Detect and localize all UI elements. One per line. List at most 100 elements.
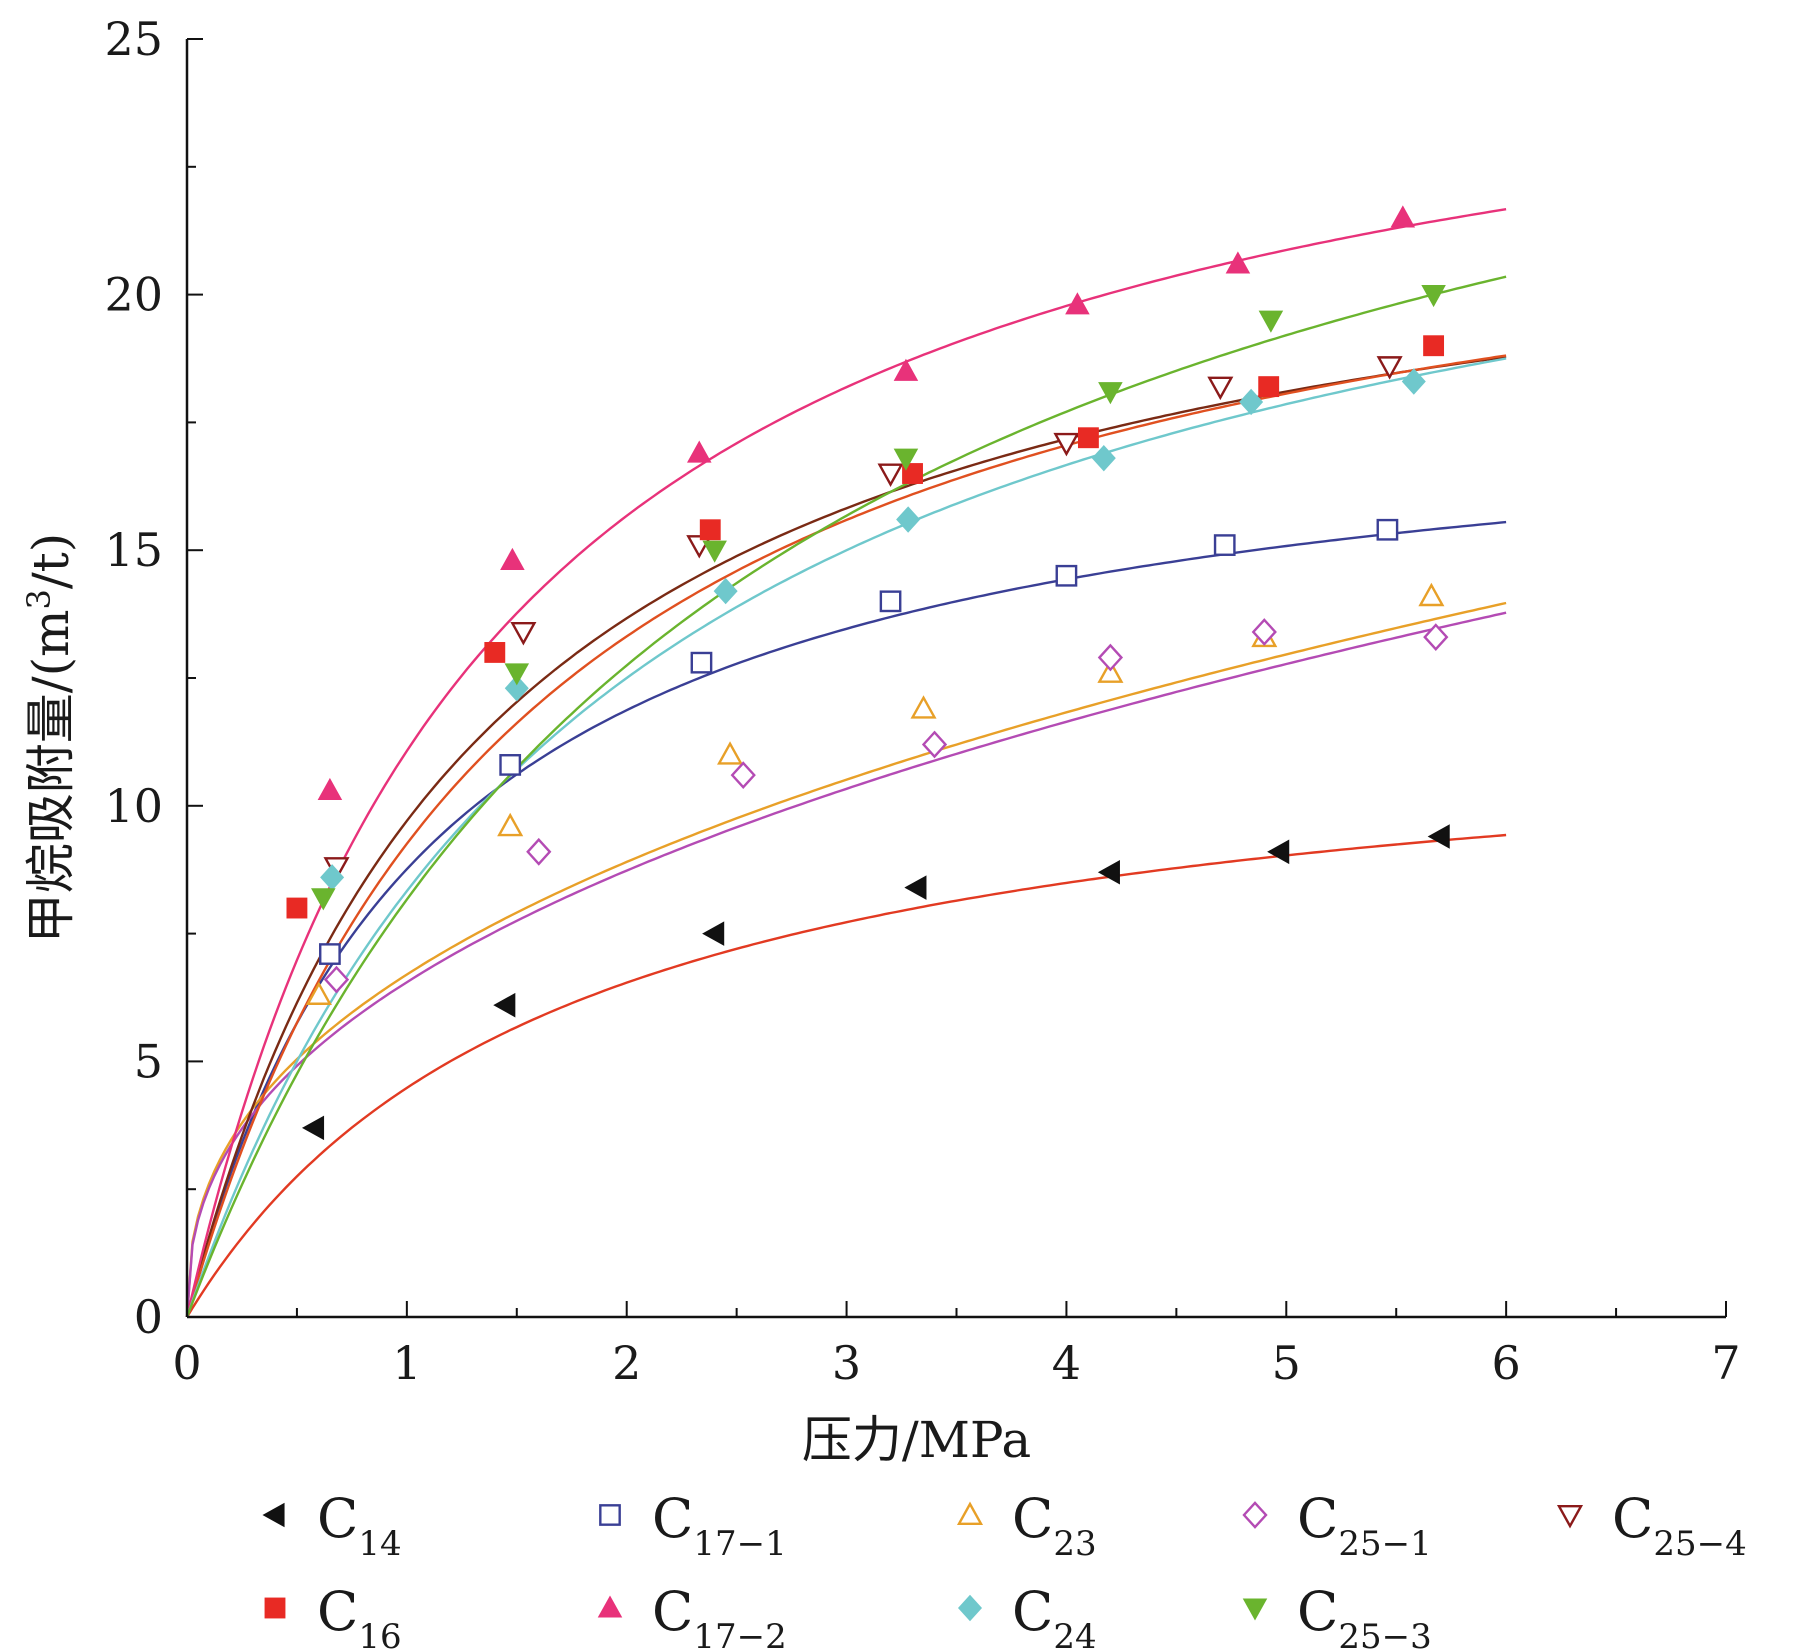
point-C-25−3-1 xyxy=(504,663,530,686)
legend-label-C-24: C24 xyxy=(1012,1580,1097,1650)
legend-label-main: C xyxy=(652,1487,693,1550)
legend-label-sub: 23 xyxy=(1053,1524,1096,1564)
point-C-24-6 xyxy=(1401,368,1426,395)
legend-label-C-14: C14 xyxy=(317,1487,402,1564)
point-C-16-4 xyxy=(1077,427,1099,449)
point-C-25−3-6 xyxy=(1421,285,1446,308)
point-C-25−4-4 xyxy=(1053,432,1080,457)
point-C-25−3-5 xyxy=(1258,310,1284,333)
point-C-16-2 xyxy=(699,519,721,541)
y-tick-label: 10 xyxy=(104,779,163,833)
legend-label-sub: 16 xyxy=(358,1617,401,1650)
point-C-14-5 xyxy=(1267,839,1290,865)
point-C-25−1-4 xyxy=(1097,643,1124,672)
point-C-24-2 xyxy=(713,577,738,605)
legend-label-main: C xyxy=(652,1580,693,1643)
point-C-14-1 xyxy=(493,992,516,1018)
point-C-17−2-0 xyxy=(317,777,343,801)
point-C-24-1 xyxy=(504,675,529,702)
y-axis-title-main: 甲烷吸附量/(m xyxy=(22,610,80,944)
point-C-17−1-3 xyxy=(879,590,902,613)
x-axis-title: 压力/MPa xyxy=(802,1411,1031,1469)
x-tick-label: 4 xyxy=(1052,1336,1081,1390)
legend-marker-C-25−3 xyxy=(1242,1598,1268,1621)
fit-curve-C-16 xyxy=(185,354,1507,1318)
legend-label-main: C xyxy=(1012,1580,1053,1643)
legend-label-C-25−3: C25−3 xyxy=(1297,1580,1432,1650)
fit-curve-C-17−1 xyxy=(185,520,1507,1318)
point-C-17−2-2 xyxy=(686,440,712,463)
point-C-24-4 xyxy=(1091,444,1116,472)
point-C-17−2-4 xyxy=(1065,292,1090,315)
point-C-16-1 xyxy=(484,642,506,663)
legend-label-main: C xyxy=(1012,1487,1053,1550)
legend-label-C-25−4: C25−4 xyxy=(1612,1487,1747,1564)
x-tick-label: 2 xyxy=(612,1336,641,1390)
point-C-17−2-5 xyxy=(1225,251,1251,274)
legend-label-sub: 24 xyxy=(1053,1617,1096,1650)
point-C-25−4-5 xyxy=(1207,376,1234,401)
fit-curve-C-24 xyxy=(185,357,1507,1318)
point-C-25−3-3 xyxy=(893,448,919,471)
y-axis-title-sup: 3 xyxy=(20,589,58,609)
point-C-25−4-3 xyxy=(877,463,904,487)
legend-label-sub: 17−2 xyxy=(693,1617,786,1650)
fit-curve-C-23 xyxy=(185,601,1507,1318)
legend-label-C-25−1: C25−1 xyxy=(1297,1487,1432,1564)
point-C-23-3 xyxy=(910,695,937,719)
x-tick-label: 0 xyxy=(172,1336,201,1390)
legend-label-sub: 17−1 xyxy=(693,1524,786,1564)
legend-marker-C-17−1 xyxy=(599,1504,621,1526)
y-tick-label: 0 xyxy=(134,1290,163,1344)
point-C-17−1-5 xyxy=(1213,534,1236,556)
point-C-23-4 xyxy=(1097,659,1124,683)
point-C-25−1-6 xyxy=(1423,623,1449,651)
point-C-25−1-1 xyxy=(526,837,552,866)
legend-label-C-16: C16 xyxy=(317,1580,402,1650)
point-C-16-6 xyxy=(1423,335,1445,357)
legend-label-main: C xyxy=(1297,1580,1338,1643)
legend-marker-C-24 xyxy=(957,1594,983,1622)
point-C-14-2 xyxy=(702,921,725,946)
legend-label-main: C xyxy=(1612,1487,1653,1550)
legend-marker-C-14 xyxy=(262,1502,285,1528)
point-C-14-3 xyxy=(904,875,927,900)
y-tick-label: 5 xyxy=(134,1034,163,1088)
point-C-23-1 xyxy=(497,812,524,837)
point-C-25−4-1 xyxy=(510,621,537,646)
point-C-25−1-0 xyxy=(323,965,350,994)
point-C-24-3 xyxy=(896,506,921,533)
legend-label-main: C xyxy=(317,1487,358,1550)
point-C-14-6 xyxy=(1427,824,1450,849)
data-points xyxy=(286,205,1450,1141)
point-C-17−1-0 xyxy=(319,943,341,965)
point-C-23-2 xyxy=(717,741,744,765)
point-C-17−2-6 xyxy=(1390,205,1416,228)
x-tick-label: 6 xyxy=(1492,1336,1521,1390)
point-C-16-0 xyxy=(286,897,308,919)
point-C-25−3-2 xyxy=(702,540,727,563)
x-tick-label: 7 xyxy=(1711,1336,1740,1390)
point-C-16-3 xyxy=(902,463,923,484)
point-C-25−1-2 xyxy=(730,761,756,790)
y-axis-title-tail: /t) xyxy=(22,533,80,589)
point-C-25−1-5 xyxy=(1251,618,1277,646)
point-C-24-5 xyxy=(1239,388,1264,416)
legend-label-C-17−2: C17−2 xyxy=(652,1580,787,1650)
point-C-17−1-4 xyxy=(1055,564,1078,587)
point-C-23-0 xyxy=(305,981,332,1005)
point-C-25−3-4 xyxy=(1098,382,1123,405)
x-tick-label: 1 xyxy=(392,1336,421,1390)
legend-label-sub: 14 xyxy=(358,1524,401,1564)
fit-curve-C-25−3 xyxy=(185,275,1507,1318)
legend-label-sub: 25−4 xyxy=(1653,1524,1746,1564)
y-tick-label: 15 xyxy=(104,523,163,577)
legend-marker-C-16 xyxy=(264,1597,286,1619)
point-C-14-4 xyxy=(1097,859,1120,885)
point-C-23-6 xyxy=(1418,582,1445,607)
point-C-25−1-3 xyxy=(921,730,948,759)
legend-label-main: C xyxy=(317,1580,358,1643)
x-tick-label: 5 xyxy=(1272,1336,1301,1390)
point-C-14-0 xyxy=(301,1115,325,1141)
point-C-17−1-1 xyxy=(499,754,522,776)
